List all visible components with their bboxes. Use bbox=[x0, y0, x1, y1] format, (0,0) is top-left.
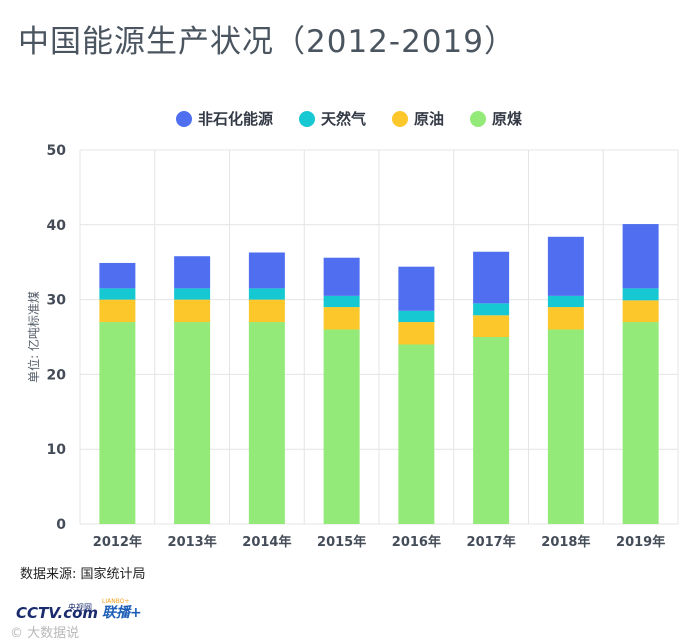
bar-segment bbox=[248, 299, 285, 323]
bar-segment bbox=[323, 329, 360, 524]
y-tick-label: 20 bbox=[47, 367, 67, 383]
bar-segment bbox=[547, 295, 584, 308]
bar-segment bbox=[398, 322, 435, 345]
bar-segment bbox=[174, 256, 211, 289]
energy-production-chart: 0 10 20 30 40 50 2012年 2013年 2014年 2015年 2016年 2017… bbox=[26, 143, 679, 550]
y-tick-label: 40 bbox=[47, 218, 67, 234]
watermark: © 大数据说 bbox=[10, 626, 80, 641]
bar-segment bbox=[622, 300, 659, 323]
bar-segment bbox=[99, 299, 136, 323]
bar-segment bbox=[99, 288, 136, 300]
bar-segment bbox=[473, 315, 510, 337]
bar-segment bbox=[473, 337, 510, 524]
y-tick-label: 50 bbox=[47, 143, 67, 159]
bar-segment bbox=[248, 252, 285, 289]
bar-segment bbox=[398, 310, 435, 323]
y-tick-label: 0 bbox=[56, 517, 66, 533]
bar-segment bbox=[174, 288, 211, 300]
legend-label: 非石化能源 bbox=[197, 110, 273, 128]
legend-item[interactable]: 原油 bbox=[392, 108, 444, 129]
legend-item[interactable]: 非石化能源 bbox=[175, 108, 273, 129]
x-tick-label: 2015年 bbox=[317, 534, 366, 550]
bar-segment bbox=[547, 329, 584, 524]
legend-label: 天然气 bbox=[320, 110, 366, 128]
cctv-logo-sub: 央视网 bbox=[68, 603, 92, 612]
bar-segment bbox=[622, 322, 659, 524]
x-tick-label: 2019年 bbox=[616, 534, 665, 550]
bar-segment bbox=[248, 322, 285, 524]
bar-segment bbox=[248, 288, 285, 300]
x-tick-label: 2013年 bbox=[168, 534, 217, 550]
bar-segment bbox=[174, 299, 211, 323]
legend-label: 原煤 bbox=[492, 110, 523, 128]
bar-segment bbox=[174, 322, 211, 524]
legend-label: 原油 bbox=[414, 110, 445, 128]
legend-swatch bbox=[175, 110, 192, 127]
bar-segment bbox=[473, 251, 510, 304]
legend-swatch bbox=[470, 110, 487, 127]
data-source: 数据来源: 国家统计局 bbox=[20, 567, 146, 582]
bar-segment bbox=[398, 344, 435, 524]
bar-segment bbox=[99, 262, 136, 289]
y-tick-label: 30 bbox=[47, 293, 67, 309]
bar-segment bbox=[323, 295, 360, 308]
legend-item[interactable]: 原煤 bbox=[470, 108, 522, 129]
bar-segment bbox=[473, 303, 510, 316]
bar-segment bbox=[398, 266, 435, 311]
chart-title: 中国能源生产状况（2012-2019） bbox=[18, 24, 516, 60]
legend-swatch bbox=[298, 110, 315, 127]
bar-segment bbox=[99, 322, 136, 524]
x-tick-label: 2018年 bbox=[541, 534, 590, 550]
x-tick-label: 2016年 bbox=[392, 534, 441, 550]
bar-segment bbox=[323, 307, 360, 330]
bar-segment bbox=[547, 307, 584, 330]
bar-segment bbox=[323, 257, 360, 296]
y-tick-label: 10 bbox=[47, 442, 67, 458]
x-tick-label: 2017年 bbox=[467, 534, 516, 550]
x-tick-label: 2012年 bbox=[93, 534, 142, 550]
lianbo-logo: 联播+ bbox=[102, 605, 142, 621]
bar-segment bbox=[547, 236, 584, 296]
bar-segment bbox=[622, 288, 659, 301]
cctv-logo: CCTV.com bbox=[16, 604, 99, 622]
bar-segment bbox=[622, 224, 659, 289]
chart-legend: 非石化能源 天然气 原油 原煤 bbox=[0, 108, 698, 129]
x-tick-label: 2014年 bbox=[242, 534, 291, 550]
legend-item[interactable]: 天然气 bbox=[298, 108, 366, 129]
lianbo-logo-sub: LIANBO+ bbox=[102, 598, 130, 605]
legend-swatch bbox=[392, 110, 408, 127]
y-axis-label: 单位: 亿吨标准煤 bbox=[26, 291, 41, 383]
